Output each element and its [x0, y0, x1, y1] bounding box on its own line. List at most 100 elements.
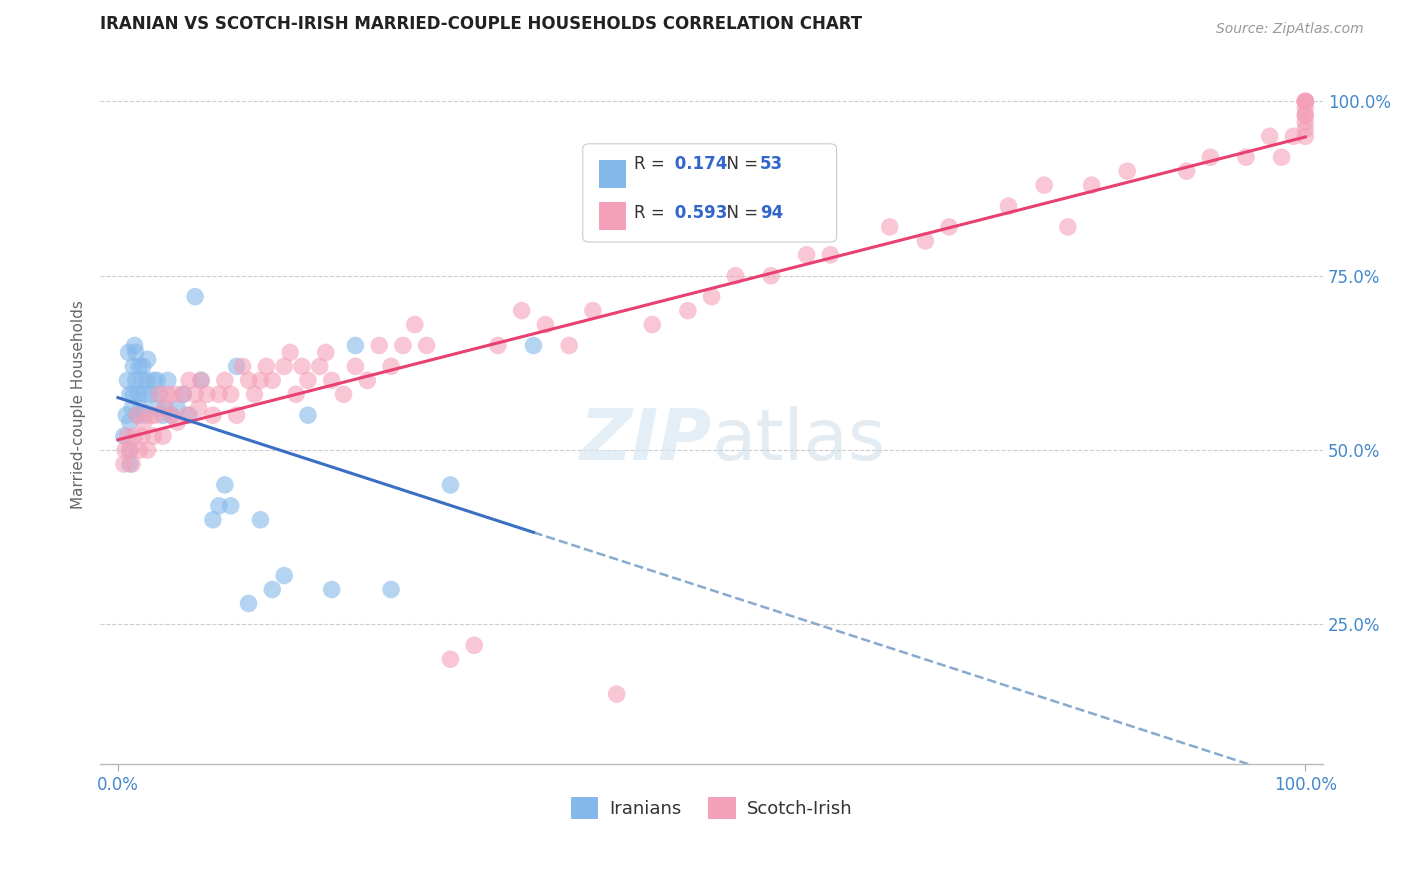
Point — [1294, 95, 1316, 109]
Text: atlas: atlas — [711, 406, 886, 475]
Point — [1234, 150, 1257, 164]
Point — [225, 359, 247, 374]
Text: 0.174: 0.174 — [669, 155, 728, 173]
Point — [184, 290, 207, 304]
Point — [1294, 95, 1316, 109]
Point — [145, 408, 167, 422]
Text: 53: 53 — [759, 155, 783, 173]
Point — [606, 687, 628, 701]
Point — [132, 415, 155, 429]
Point — [997, 199, 1019, 213]
Point — [129, 401, 152, 416]
Legend: Iranians, Scotch-Irish: Iranians, Scotch-Irish — [564, 790, 859, 827]
Point — [254, 359, 277, 374]
Point — [368, 338, 391, 352]
Point — [155, 401, 177, 416]
Point — [392, 338, 415, 352]
Point — [128, 443, 150, 458]
Point — [139, 387, 162, 401]
Point — [122, 359, 145, 374]
Point — [1294, 108, 1316, 122]
Point — [344, 338, 367, 352]
Point — [131, 429, 153, 443]
Point — [243, 387, 266, 401]
Point — [184, 387, 207, 401]
Point — [160, 408, 183, 422]
Point — [315, 345, 337, 359]
Point — [190, 373, 212, 387]
Y-axis label: Married-couple Households: Married-couple Households — [72, 301, 86, 509]
Point — [117, 429, 139, 443]
Point — [117, 345, 139, 359]
Point — [297, 373, 319, 387]
Point — [938, 219, 960, 234]
Point — [132, 408, 155, 422]
Point — [122, 387, 145, 401]
Point — [273, 359, 295, 374]
Point — [1294, 102, 1316, 116]
Point — [291, 359, 314, 374]
Point — [156, 373, 179, 387]
Point — [278, 345, 301, 359]
Point — [510, 303, 533, 318]
Text: 0.593: 0.593 — [669, 203, 728, 221]
Point — [179, 408, 201, 422]
Point — [172, 387, 194, 401]
Point — [380, 359, 402, 374]
Point — [118, 415, 141, 429]
Point — [201, 513, 224, 527]
Point — [249, 373, 271, 387]
Point — [115, 408, 138, 422]
Point — [238, 373, 260, 387]
Point — [118, 387, 141, 401]
Text: 94: 94 — [759, 203, 783, 221]
Point — [142, 373, 165, 387]
Point — [285, 387, 308, 401]
Text: N =: N = — [716, 155, 763, 173]
Point — [439, 478, 461, 492]
Point — [148, 387, 170, 401]
Point — [131, 373, 153, 387]
Point — [208, 499, 231, 513]
Point — [1080, 178, 1102, 193]
Point — [1282, 129, 1305, 144]
Point — [297, 408, 319, 422]
Point — [1116, 164, 1139, 178]
Point — [125, 408, 148, 422]
Point — [1271, 150, 1294, 164]
Point — [135, 373, 157, 387]
Point — [136, 352, 159, 367]
Point — [219, 499, 242, 513]
Point — [124, 338, 146, 352]
Point — [152, 429, 174, 443]
Point — [332, 387, 354, 401]
Point — [1294, 95, 1316, 109]
Point — [582, 303, 605, 318]
Point — [112, 457, 135, 471]
Point — [124, 429, 146, 443]
Point — [820, 248, 842, 262]
Point — [249, 513, 271, 527]
Point — [1294, 115, 1316, 129]
Point — [522, 338, 544, 352]
Point — [166, 401, 188, 416]
Point — [208, 387, 231, 401]
Point — [118, 443, 141, 458]
Point — [700, 290, 723, 304]
Point — [676, 303, 699, 318]
Point — [114, 443, 136, 458]
Point — [163, 387, 186, 401]
Point — [1258, 129, 1281, 144]
Point — [134, 387, 156, 401]
Point — [118, 457, 141, 471]
Point — [128, 359, 150, 374]
Point — [125, 345, 148, 359]
Point — [225, 408, 247, 422]
Point — [463, 638, 485, 652]
Point — [232, 359, 254, 374]
Point — [321, 582, 343, 597]
Point — [1199, 150, 1222, 164]
Point — [641, 318, 664, 332]
Point — [759, 268, 782, 283]
Point — [486, 338, 509, 352]
